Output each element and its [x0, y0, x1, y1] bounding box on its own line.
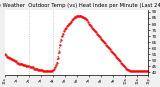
Title: Milwaukee Weather  Outdoor Temp (vs) Heat Index per Minute (Last 24 Hours): Milwaukee Weather Outdoor Temp (vs) Heat… [0, 3, 160, 8]
